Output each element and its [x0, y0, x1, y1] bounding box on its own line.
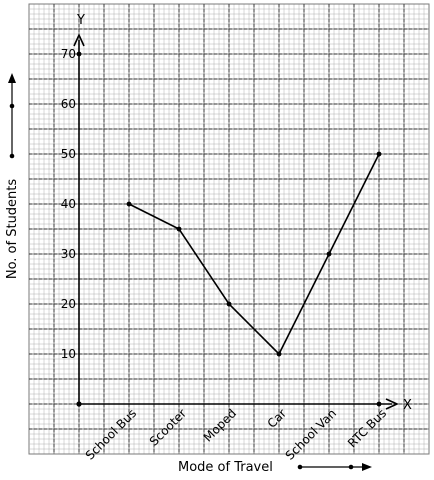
y-tick-label: 50	[61, 147, 76, 161]
y-tick-label: 20	[61, 297, 76, 311]
y-axis-top-point	[76, 51, 82, 57]
y-tick-label: 30	[61, 247, 76, 261]
data-point	[326, 251, 332, 257]
y-tick-label: 40	[61, 197, 76, 211]
y-tick-label: 70	[61, 47, 76, 61]
axes	[73, 33, 399, 410]
y-axis-arrowhead	[73, 33, 85, 47]
x-direction-arrow	[297, 463, 372, 471]
y-axis-title: No. of Students	[5, 179, 20, 280]
y-tick-labels: 10 20 30 40 50 60 70	[61, 47, 82, 361]
x-axis-arrowhead	[385, 398, 399, 410]
graph-paper-grid	[28, 3, 430, 455]
series-line	[126, 151, 382, 357]
x-axis-title: Mode of Travel	[178, 460, 273, 475]
x-axis-letter: X	[403, 398, 412, 413]
y-tick-label: 10	[61, 347, 76, 361]
origin-point	[76, 401, 82, 407]
y-direction-arrow	[8, 73, 16, 159]
data-point	[126, 201, 132, 207]
data-point	[276, 351, 282, 357]
y-tick-label: 60	[61, 97, 76, 111]
data-point	[376, 151, 382, 157]
y-axis-letter: Y	[76, 13, 85, 28]
data-point	[176, 226, 182, 232]
series-line-path	[128, 153, 380, 356]
data-point	[226, 301, 232, 307]
x-axis-end-point	[376, 401, 382, 407]
